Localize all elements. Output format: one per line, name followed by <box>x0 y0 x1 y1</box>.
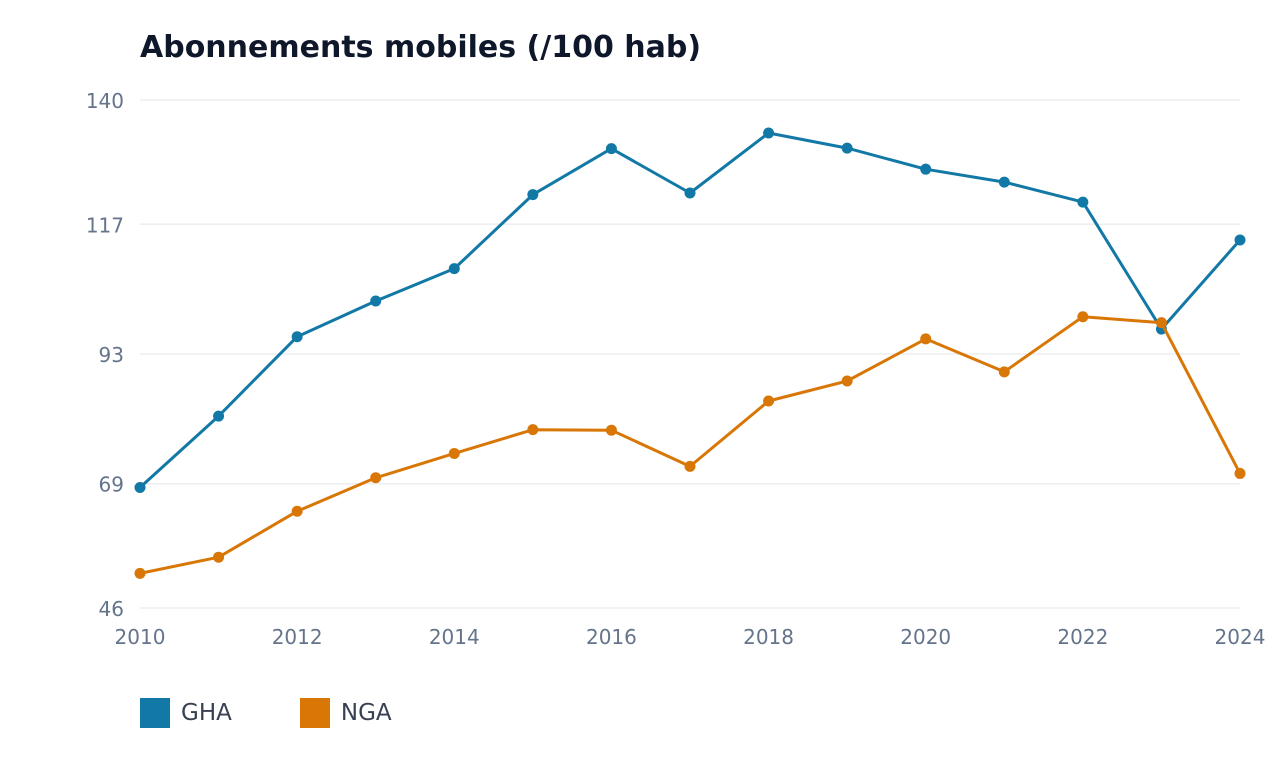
data-point-nga <box>134 567 146 579</box>
data-point-gha <box>841 142 853 154</box>
data-point-gha <box>448 263 460 275</box>
y-tick-label: 140 <box>86 89 124 113</box>
x-tick-label: 2010 <box>115 625 166 649</box>
data-point-gha <box>134 481 146 493</box>
data-point-gha <box>1234 234 1246 246</box>
line-chart: 140 117 93 69 46 2010 2012 2014 2016 2018 2020 2022… <box>86 89 1266 649</box>
data-point-gha <box>920 163 932 175</box>
legend: GHA NGA <box>140 698 460 728</box>
series-nga <box>134 311 1246 579</box>
y-tick-label: 93 <box>99 343 124 367</box>
series-layer <box>134 127 1246 579</box>
axis-labels: 140 117 93 69 46 2010 2012 2014 2016 2018 2020 2022… <box>86 89 1266 649</box>
x-tick-label: 2016 <box>586 625 637 649</box>
data-point-nga <box>213 551 225 563</box>
data-point-gha <box>1077 196 1089 208</box>
data-point-nga <box>920 333 932 345</box>
legend-item-nga: NGA <box>299 698 392 728</box>
x-tick-label: 2014 <box>429 625 480 649</box>
data-point-nga <box>370 472 382 484</box>
data-point-nga <box>841 375 853 387</box>
data-point-nga <box>1234 467 1246 479</box>
x-tick-label: 2024 <box>1215 625 1266 649</box>
x-tick-label: 2012 <box>272 625 323 649</box>
x-tick-label: 2020 <box>900 625 951 649</box>
data-point-nga <box>763 395 775 407</box>
y-tick-label: 117 <box>86 213 124 237</box>
data-point-gha <box>605 143 617 155</box>
data-point-nga <box>998 366 1010 378</box>
data-point-gha <box>684 187 696 199</box>
data-point-nga <box>291 505 303 517</box>
chart-title: Abonnements mobiles (/100 hab) <box>140 30 702 65</box>
x-tick-label: 2022 <box>1057 625 1108 649</box>
legend-swatch-nga <box>299 698 330 728</box>
data-point-nga <box>527 424 539 436</box>
y-tick-label: 46 <box>99 597 124 621</box>
grid-layer <box>140 99 1240 609</box>
data-point-gha <box>998 176 1010 188</box>
legend-label-gha: GHA <box>181 700 232 726</box>
data-point-gha <box>291 331 303 343</box>
legend-swatch-gha <box>140 698 170 728</box>
series-line-gha <box>138 131 1242 489</box>
series-gha <box>134 127 1246 493</box>
data-point-gha <box>370 295 382 307</box>
data-point-gha <box>763 127 775 139</box>
data-point-nga <box>605 424 617 436</box>
data-point-nga <box>1155 317 1167 329</box>
data-point-nga <box>448 447 460 459</box>
data-point-nga <box>1077 311 1089 323</box>
series-line-nga <box>138 315 1242 575</box>
data-point-gha <box>213 410 225 422</box>
y-tick-label: 69 <box>99 473 124 497</box>
data-point-gha <box>527 189 539 201</box>
data-point-nga <box>684 460 696 472</box>
x-tick-label: 2018 <box>743 625 794 649</box>
legend-item-gha: GHA <box>140 698 232 728</box>
legend-label-nga: NGA <box>340 700 392 726</box>
